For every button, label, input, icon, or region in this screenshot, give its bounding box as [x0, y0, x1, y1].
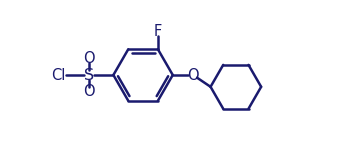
Text: O: O — [83, 51, 95, 66]
Text: F: F — [154, 24, 162, 39]
Text: Cl: Cl — [51, 68, 66, 82]
Text: S: S — [84, 68, 94, 82]
Text: O: O — [83, 84, 95, 99]
Text: O: O — [187, 68, 199, 82]
